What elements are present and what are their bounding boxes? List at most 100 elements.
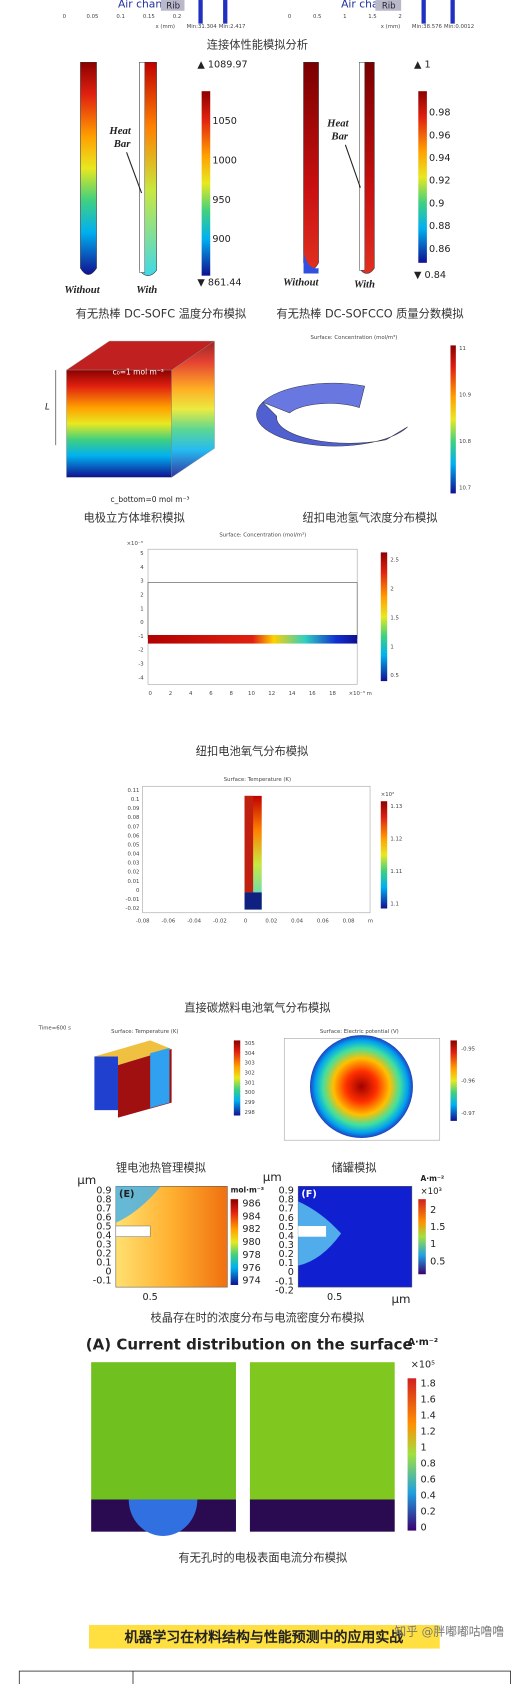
unit: ×10⁻³ — [127, 540, 143, 547]
tick-label: 0.6 — [420, 1474, 435, 1485]
tick-label: 1000 — [212, 156, 237, 167]
tick-label: -1 — [138, 634, 143, 640]
tick-label: 976 — [242, 1263, 260, 1274]
label: Air channel — [341, 0, 402, 11]
tick-label: -0.95 — [461, 1047, 475, 1053]
figure-button-h2: Surface: Concentration (mol/m³) — [256, 334, 456, 494]
label: c₀=1 mol m⁻³ — [113, 367, 164, 376]
tick-label: 0.6 — [96, 1213, 111, 1224]
tick-label: 1.8 — [420, 1379, 435, 1390]
axis-label: x (mm) — [156, 24, 176, 30]
label: Rib — [382, 2, 396, 12]
layer — [148, 634, 358, 644]
min-label: ▼ 0.84 — [414, 270, 446, 281]
tick-label: 0.11 — [127, 788, 139, 794]
tick-label: 1.2 — [420, 1427, 435, 1438]
panel — [249, 1362, 395, 1500]
unit: μm — [77, 1173, 96, 1187]
unit: A·m⁻² — [408, 1337, 438, 1348]
min-label: ▼ 861.44 — [197, 277, 241, 288]
cube-side — [171, 340, 215, 478]
colorbar — [233, 1040, 241, 1116]
substrate — [249, 1499, 395, 1532]
tick-label: 0.8 — [420, 1459, 435, 1470]
tick-label: 982 — [242, 1224, 260, 1235]
tick-label: 1 — [140, 606, 143, 612]
colorbar — [421, 0, 426, 24]
plot-title: Surface: Concentration (mol/m³) — [311, 334, 398, 341]
colorbar — [450, 345, 456, 494]
tick-label: -0.02 — [213, 918, 227, 924]
tick-label: 0.94 — [429, 153, 450, 164]
unit: A·m⁻² — [420, 1174, 444, 1183]
caption: 纽扣电池氧气分布模拟 — [196, 744, 309, 758]
tick-label: 0.3 — [96, 1240, 111, 1251]
caption: 锂电池热管理模拟 — [116, 1160, 206, 1174]
cell-part — [244, 795, 254, 893]
tick-label: 0 — [288, 14, 292, 20]
hole — [128, 1499, 198, 1536]
tick-label: -0.97 — [461, 1111, 475, 1117]
unit: m — [368, 918, 373, 924]
tick-label: 8 — [229, 691, 233, 697]
tick-label: -3 — [138, 662, 143, 668]
tick-label: 2 — [398, 14, 401, 20]
tick-label: 0.9 — [429, 198, 444, 209]
tick-label: 302 — [245, 1071, 255, 1077]
caption: 有无热棒 DC-SOFC 温度分布模拟 — [76, 307, 247, 321]
label: With — [136, 284, 157, 296]
tick-label: 2 — [169, 691, 172, 697]
tick-label: 900 — [212, 234, 230, 245]
tick-label: 1 — [420, 1443, 426, 1454]
tick-label: 986 — [242, 1198, 260, 1209]
colorbar — [201, 91, 211, 276]
plot-title: Surface: Temperature (K) — [224, 777, 291, 783]
tick-label: 2 — [390, 586, 393, 592]
tick-label: -4 — [138, 675, 144, 681]
label: Without — [283, 276, 319, 288]
tick-label: 0.96 — [429, 130, 450, 141]
tick-label: 0.7 — [279, 1204, 294, 1215]
plot-frame — [142, 785, 371, 914]
tick-label: 1.5 — [390, 615, 399, 621]
tick-label: 978 — [242, 1250, 260, 1261]
colorbar — [380, 801, 388, 909]
tick-label: 1.1 — [390, 902, 399, 908]
tick-label: 4 — [189, 691, 193, 697]
tick-label: 2 — [430, 1205, 436, 1216]
tick-label: 10 — [248, 691, 255, 697]
tick-label: 0.02 — [265, 918, 277, 924]
tick-label: 305 — [245, 1041, 255, 1047]
axis-label: x (mm) — [381, 24, 400, 30]
tick-label: 1.13 — [390, 804, 402, 810]
cell — [256, 401, 408, 447]
tick-label: 0.01 — [127, 879, 139, 885]
label: c_bottom=0 mol m⁻³ — [110, 495, 189, 504]
colorbar — [223, 0, 228, 24]
region — [115, 1186, 161, 1223]
colorbar — [418, 1199, 426, 1275]
tick-label: 0.5 — [430, 1256, 445, 1267]
tick-label: 0.08 — [343, 918, 356, 924]
tick-label: 0.5 — [279, 1222, 294, 1233]
unit: ×10⁵ — [411, 1360, 435, 1371]
tick-label: 0.5 — [313, 14, 322, 20]
label: With — [354, 278, 375, 290]
colorbar — [230, 1199, 239, 1285]
tick-label: 0.1 — [279, 1258, 294, 1269]
tick-label: 0.2 — [173, 14, 182, 20]
figure-heat-temp: Heat Bar Without With ▲ 1089.97 ▼ 861.44 — [64, 60, 247, 296]
tick-label: 303 — [245, 1061, 255, 1067]
bar-without — [303, 61, 319, 271]
figure-dcfc: Surface: Temperature (K) m ×10² — [142, 777, 394, 924]
rib-box — [375, 0, 402, 11]
caption: 直接碳燃料电池氧气分布模拟 — [184, 1000, 330, 1014]
tick-label: 0.9 — [279, 1186, 294, 1197]
caption: 枝晶存在时的浓度分布与电流密度分布模拟 — [151, 1310, 365, 1324]
caption: 纽扣电池氢气浓度分布模拟 — [303, 510, 438, 524]
colorbar — [450, 0, 455, 24]
tick-label: 1.5 — [368, 14, 377, 20]
figure-heat-co: Heat Bar Without With ▲ 1 ▼ 0.84 — [283, 60, 446, 291]
tick-label: 0.06 — [127, 833, 140, 839]
tick-label: 0.05 — [127, 842, 139, 848]
